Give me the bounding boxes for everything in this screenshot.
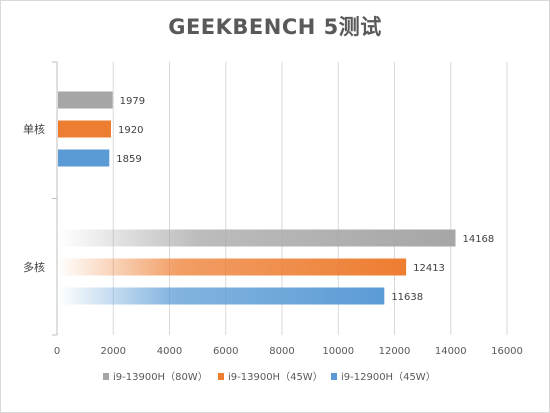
bar — [58, 287, 385, 305]
data-label: 11638 — [391, 292, 423, 303]
bars — [58, 91, 456, 305]
data-label: 1920 — [118, 125, 143, 136]
legend-swatch — [103, 373, 109, 380]
data-label: 1979 — [120, 96, 145, 107]
x-tick-label: 12000 — [379, 346, 411, 357]
x-tick-label: 0 — [54, 346, 60, 357]
data-label: 12413 — [413, 263, 445, 274]
legend-label: i9-13900H（45W） — [228, 371, 323, 383]
bar — [58, 258, 407, 276]
x-tick-label: 2000 — [101, 346, 126, 357]
bar — [58, 229, 456, 247]
data-label: 14168 — [462, 234, 494, 245]
x-tick-label: 4000 — [157, 346, 182, 357]
legend-swatch — [331, 373, 337, 380]
legend-swatch — [218, 373, 224, 380]
x-tick-label: 14000 — [435, 346, 467, 357]
legend-label: i9-12900H（45W） — [341, 371, 436, 383]
x-tick-label: 8000 — [269, 346, 294, 357]
x-tick-label: 6000 — [213, 346, 238, 357]
bar — [58, 91, 113, 109]
legend: i9-13900H（80W） i9-13900H（45W） i9-12900H（45… — [103, 371, 436, 383]
x-tick-label: 10000 — [322, 346, 354, 357]
data-label: 1859 — [116, 154, 141, 165]
labels: 0 2000 4000 6000 8000 10000 12000 14000 16000 单核多… — [23, 96, 523, 357]
category-label: 单核 — [23, 122, 45, 136]
bar — [58, 120, 111, 138]
category-label: 多核 — [23, 260, 45, 274]
axes — [52, 61, 58, 336]
chart-title: GEEKBENCH 5测试 — [168, 15, 382, 39]
legend-label: i9-13900H（80W） — [113, 371, 208, 383]
bar — [58, 149, 110, 167]
x-tick-label: 16000 — [491, 346, 523, 357]
